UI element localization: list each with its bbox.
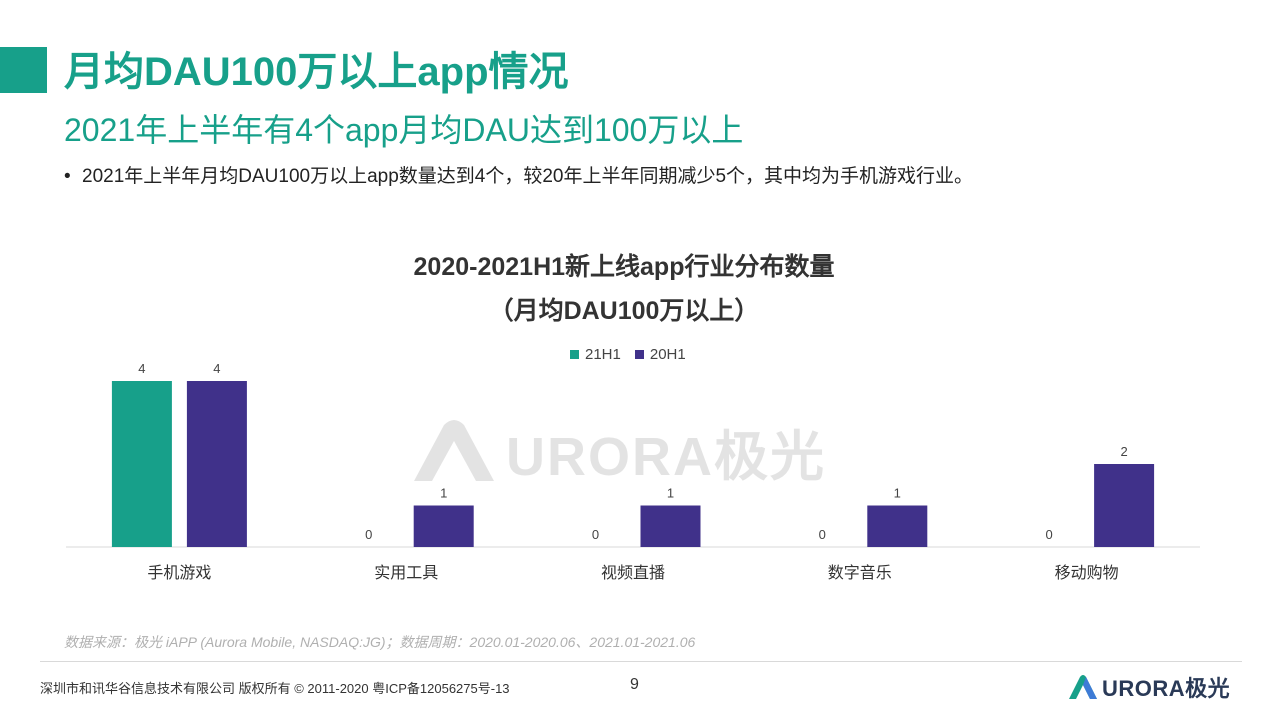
category-label-3: 数字音乐 [828,564,892,582]
bullet-point: • 2021年上半年月均DAU100万以上app数量达到4个，较20年上半年同期减… [64,162,973,192]
legend-label-20h1: 20H1 [649,346,686,363]
data-label-21h1-2: 0 [592,527,599,542]
page-title: 月均DAU100万以上app情况 [64,50,569,94]
bullet-text: 2021年上半年月均DAU100万以上app数量达到4个，较20年上半年同期减少… [82,166,974,187]
aurora-logo: URORA极光 [1068,672,1230,702]
data-label-20h1-4: 2 [1120,444,1127,459]
bar-20h1-0 [186,381,247,547]
chart-title: 2020-2021H1新上线app行业分布数量 [413,253,835,281]
aurora-watermark-icon [414,419,494,481]
bar-20h1-4 [1094,464,1155,547]
data-label-20h1-2: 1 [667,486,674,501]
legend-item-20h1: 20H1 [634,346,686,363]
bar-21h1-0 [111,381,172,547]
watermark: URORA极光 [410,412,826,491]
data-label-20h1-1: 1 [440,486,447,501]
legend-swatch-21h1 [570,350,579,359]
data-label-21h1-1: 0 [365,527,372,542]
data-label-20h1-3: 1 [894,486,901,501]
watermark-text: URORA极光 [506,427,826,487]
data-label-21h1-3: 0 [819,527,826,542]
page-number: 9 [630,676,639,693]
aurora-logo-text: URORA极光 [1102,676,1231,701]
aurora-logo-icon [1069,675,1097,699]
legend-swatch-20h1 [634,350,644,359]
bar-20h1-3 [867,505,928,547]
data-label-21h1-4: 0 [1045,527,1052,542]
data-source-note: 数据来源：极光 iAPP (Aurora Mobile, NASDAQ:JG)；… [64,634,696,650]
page-subtitle: 2021年上半年有4个app月均DAU达到100万以上 [64,112,744,148]
bullet-dot: • [64,166,71,187]
category-label-4: 移动购物 [1055,564,1119,582]
legend-label-21h1: 21H1 [585,346,621,363]
bar-20h1-1 [413,505,474,547]
copyright-text: 深圳市和讯华谷信息技术有限公司 版权所有 © 2011-2020 粤ICP备12… [40,681,510,696]
legend-item-21h1: 21H1 [570,346,621,363]
category-label-1: 实用工具 [374,564,438,582]
chart-legend: 21H1 20H1 [570,346,686,363]
chart-subtitle: （月均DAU100万以上） [488,297,760,325]
data-label-21h1-0: 4 [138,361,145,376]
bar-20h1-2 [640,505,701,547]
title-accent-bar [0,47,47,93]
data-label-20h1-0: 4 [213,361,220,376]
footer-divider [40,661,1242,662]
category-label-2: 视频直播 [601,564,665,582]
category-label-0: 手机游戏 [147,564,211,582]
